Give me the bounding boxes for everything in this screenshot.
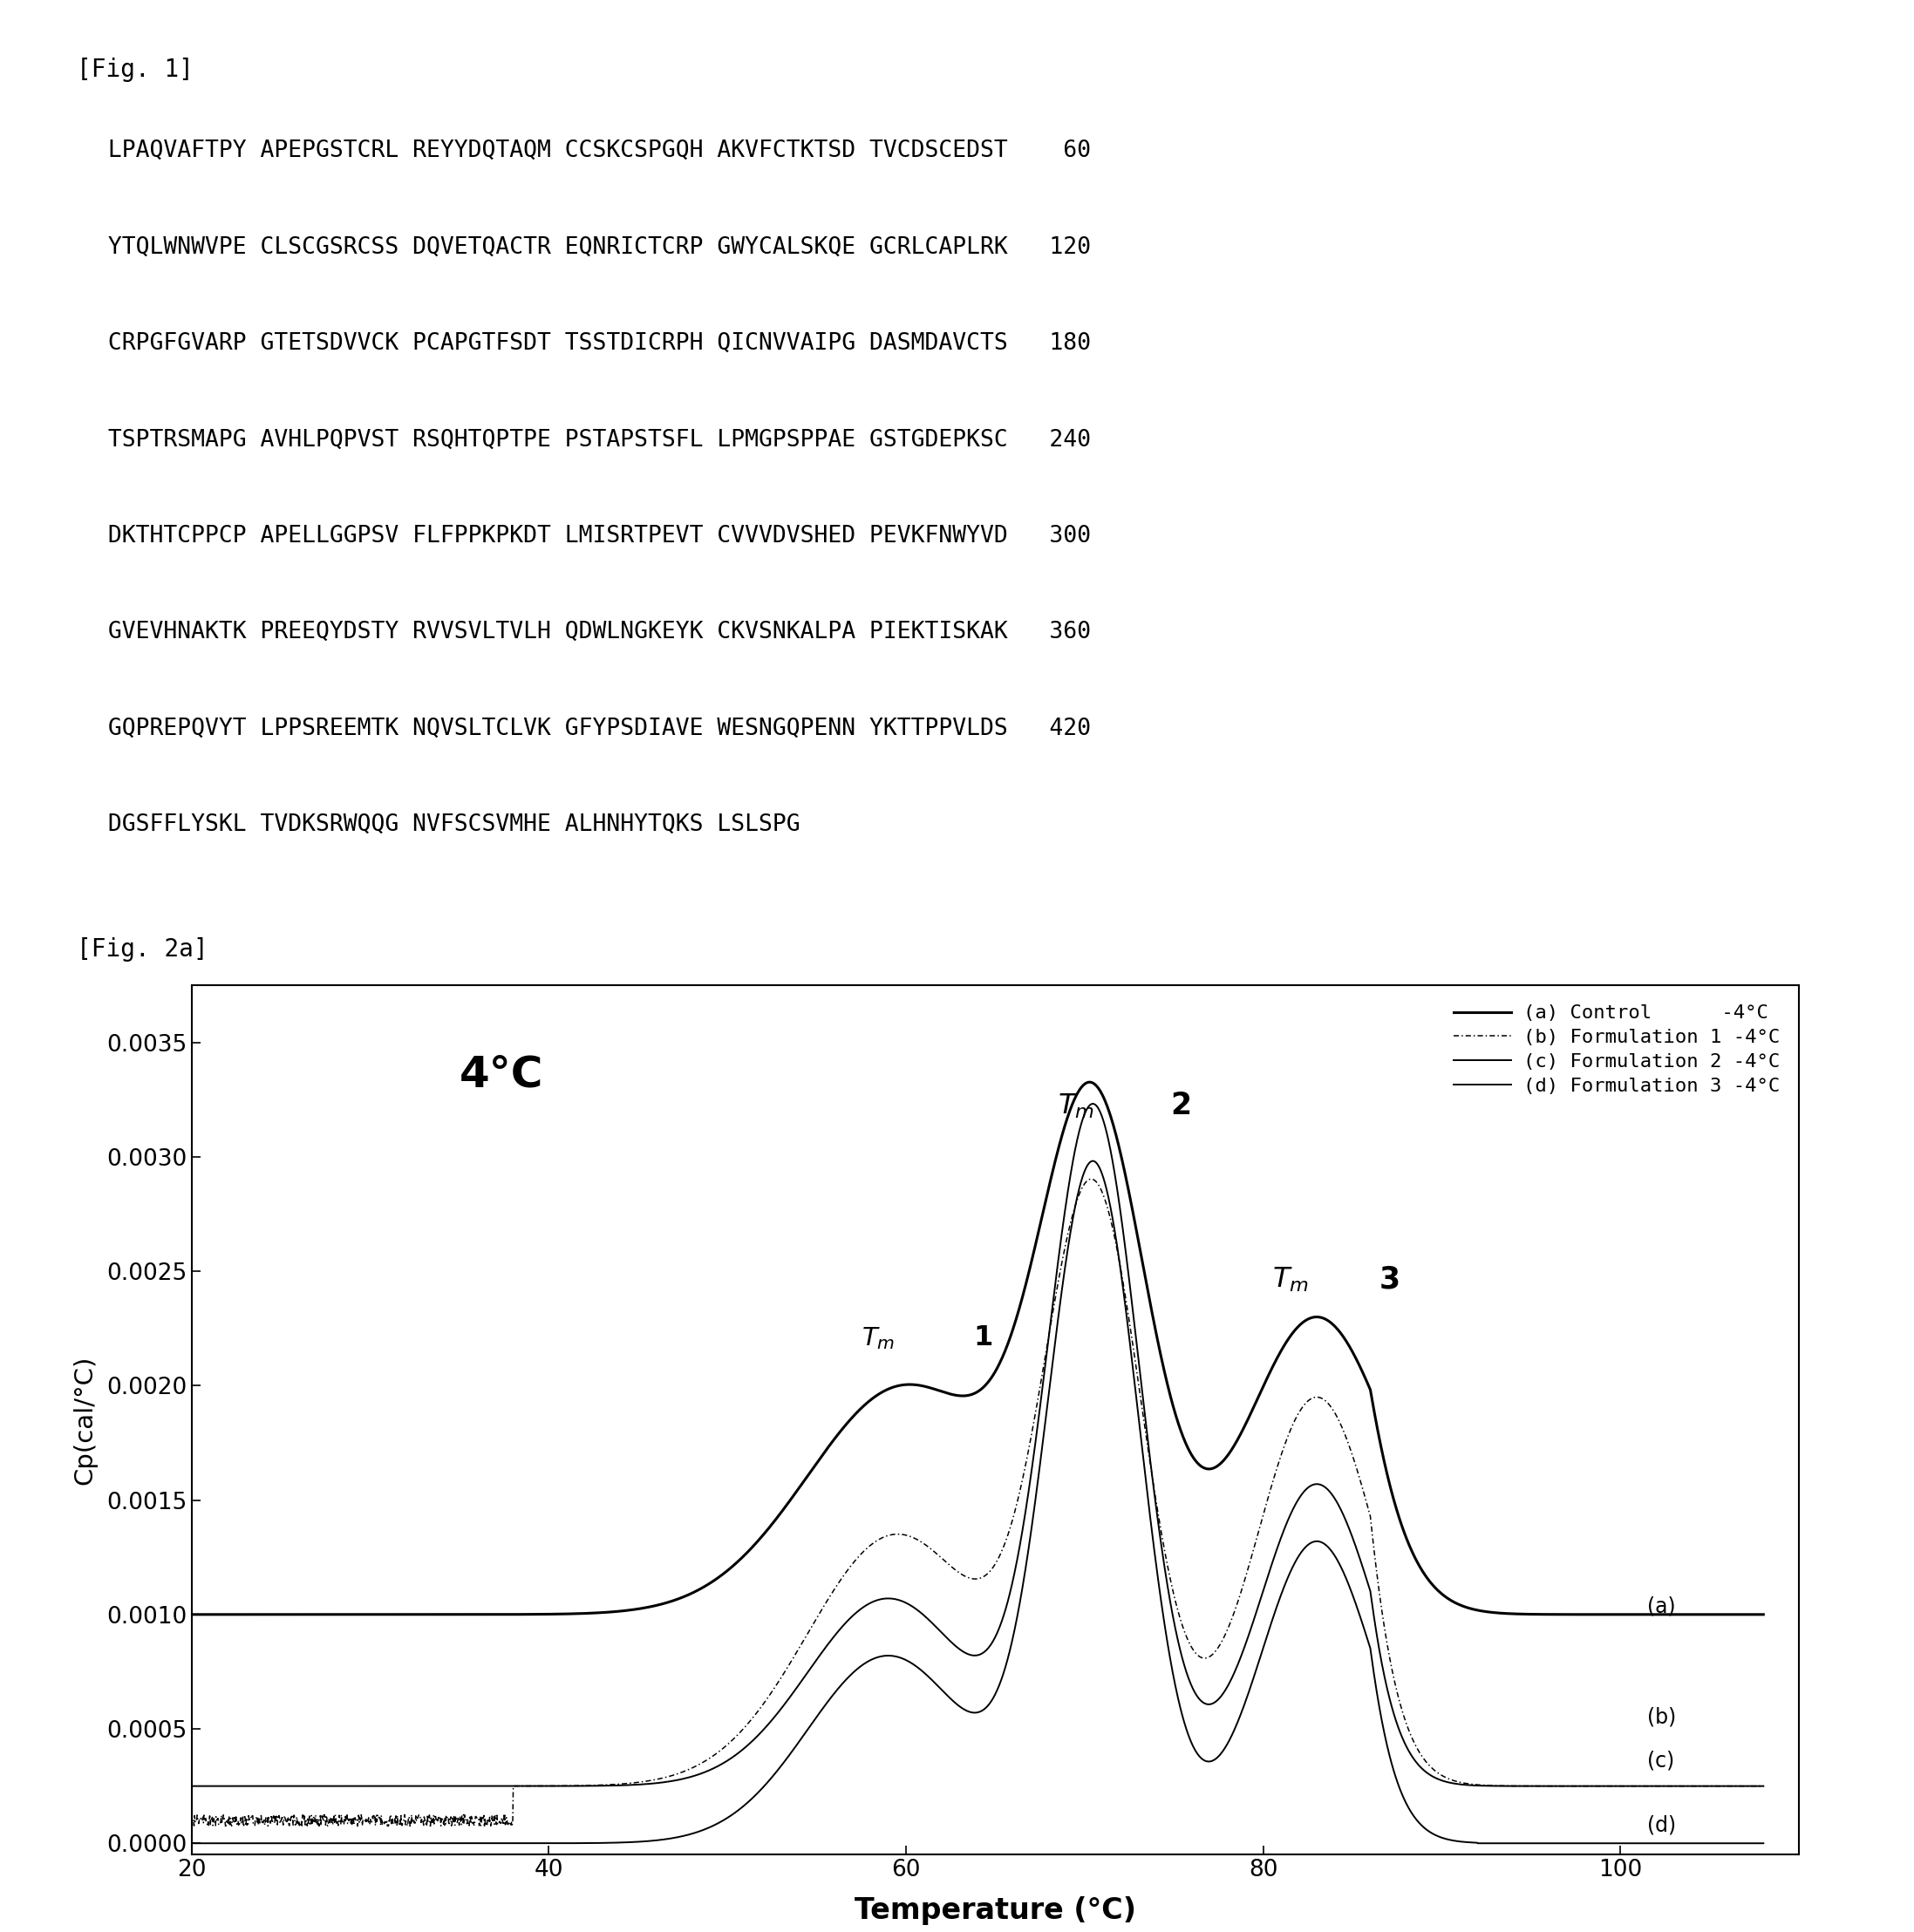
Text: YTQLWNWVPE CLSCGSRCSS DQVETQACTR EQNRICTCRP GWYCALSKQE GCRLCAPLRK   120: YTQLWNWVPE CLSCGSRCSS DQVETQACTR EQNRICT… — [94, 236, 1091, 259]
Text: $T_m$: $T_m$ — [861, 1325, 894, 1350]
Text: 4°C: 4°C — [459, 1055, 544, 1095]
Text: (d): (d) — [1648, 1814, 1677, 1835]
Text: GQPREPQVYT LPPSREEMTK NQVSLTCLVK GFYPSDIAVE WESNGQPENN YKTTPPVLDS   420: GQPREPQVYT LPPSREEMTK NQVSLTCLVK GFYPSDI… — [94, 717, 1091, 740]
Text: $T_m$: $T_m$ — [1058, 1092, 1095, 1121]
Text: GVEVHNAKTK PREEQYDSTY RVVSVLTVLH QDWLNGKEYK CKVSNKALPA PIEKTISKAK   360: GVEVHNAKTK PREEQYDSTY RVVSVLTVLH QDWLNGK… — [94, 620, 1091, 643]
Text: (b): (b) — [1648, 1708, 1677, 1727]
Text: (c): (c) — [1648, 1750, 1675, 1772]
Text: TSPTRSMAPG AVHLPQPVST RSQHTQPTPE PSTAPSTSFL LPMGPSPPAE GSTGDEPKSC   240: TSPTRSMAPG AVHLPQPVST RSQHTQPTPE PSTAPST… — [94, 429, 1091, 450]
Text: CRPGFGVARP GTETSDVVCK PCAPGTFSDT TSSTDICRPH QICNVVAIPG DASMDAVCTS   180: CRPGFGVARP GTETSDVVCK PCAPGTFSDT TSSTDIC… — [94, 332, 1091, 355]
Text: $T_m$: $T_m$ — [1273, 1265, 1309, 1294]
X-axis label: Temperature (°C): Temperature (°C) — [854, 1895, 1137, 1924]
Text: 1: 1 — [974, 1323, 993, 1350]
Text: LPAQVAFTPY APEPGSTCRL REYYDQTAQM CCSKCSPGQH AKVFCTKTSD TVCDSCEDST    60: LPAQVAFTPY APEPGSTCRL REYYDQTAQM CCSKCSP… — [94, 139, 1091, 162]
Text: 2: 2 — [1169, 1092, 1191, 1121]
Text: 3: 3 — [1380, 1265, 1401, 1294]
Text: (a): (a) — [1648, 1596, 1677, 1617]
Text: [Fig. 2a]: [Fig. 2a] — [77, 937, 209, 962]
Text: DGSFFLYSKL TVDKSRWQQG NVFSCSVMHE ALHNHYTQKS LSLSPG: DGSFFLYSKL TVDKSRWQQG NVFSCSVMHE ALHNHYT… — [94, 813, 800, 837]
Legend: (a) Control      -4°C, (b) Formulation 1 -4°C, (c) Formulation 2 -4°C, (d) Formu: (a) Control -4°C, (b) Formulation 1 -4°C… — [1443, 995, 1790, 1105]
Text: DKTHTCPPCP APELLGGPSV FLFPPKPKDT LMISRTPEVT CVVVDVSHED PEVKFNWYVD   300: DKTHTCPPCP APELLGGPSV FLFPPKPKDT LMISRTP… — [94, 526, 1091, 547]
Y-axis label: Cp(cal/°C): Cp(cal/°C) — [73, 1356, 98, 1484]
Text: [Fig. 1]: [Fig. 1] — [77, 58, 193, 83]
